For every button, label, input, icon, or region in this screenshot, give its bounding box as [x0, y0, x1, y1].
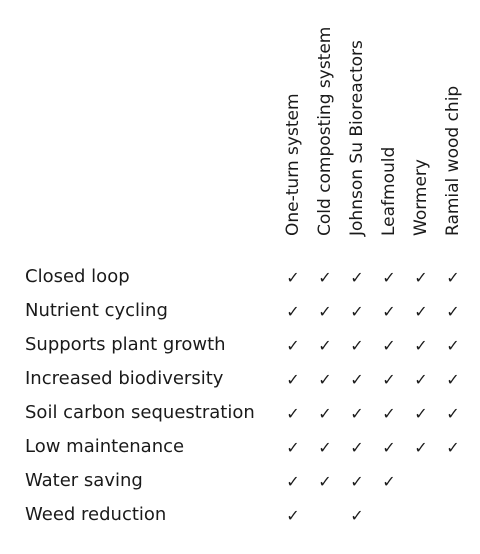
- check-icon: ✓: [382, 302, 396, 321]
- column-header-label: Wormery: [411, 159, 431, 236]
- row-label: Weed reduction: [25, 504, 167, 525]
- check-icon: ✓: [318, 370, 332, 389]
- check-icon: ✓: [286, 404, 300, 423]
- check-icon: ✓: [350, 302, 364, 321]
- check-icon: ✓: [382, 404, 396, 423]
- column-header-label: Ramial wood chip: [443, 85, 463, 236]
- check-icon: ✓: [318, 336, 332, 355]
- column-header-cold-composting-system: Cold composting system: [309, 0, 341, 256]
- matrix-row-nutrient-cycling: Nutrient cycling ✓ ✓ ✓ ✓ ✓ ✓: [25, 294, 465, 328]
- column-header-johnson-su-bioreactors: Johnson Su Bioreactors: [341, 0, 373, 256]
- check-icon: ✓: [414, 268, 428, 287]
- check-icon: ✓: [414, 404, 428, 423]
- column-header-one-turn-system: One-turn system: [277, 0, 309, 256]
- check-icon: ✓: [382, 472, 396, 491]
- check-icon: ✓: [382, 438, 396, 457]
- empty-cell: [309, 498, 341, 532]
- check-icon: ✓: [318, 438, 332, 457]
- check-icon: ✓: [286, 472, 300, 491]
- check-icon: ✓: [318, 302, 332, 321]
- empty-cell: [437, 498, 469, 532]
- matrix-row-weed-reduction: Weed reduction ✓ ✓: [25, 498, 465, 532]
- matrix-row-closed-loop: Closed loop ✓ ✓ ✓ ✓ ✓ ✓: [25, 260, 465, 294]
- check-icon: ✓: [382, 268, 396, 287]
- check-icon: ✓: [446, 404, 460, 423]
- matrix-row-soil-carbon-sequestration: Soil carbon sequestration ✓ ✓ ✓ ✓ ✓ ✓: [25, 396, 465, 430]
- check-icon: ✓: [350, 404, 364, 423]
- empty-cell: [373, 498, 405, 532]
- check-icon: ✓: [286, 302, 300, 321]
- check-icon: ✓: [318, 268, 332, 287]
- check-icon: ✓: [286, 268, 300, 287]
- matrix-row-low-maintenance: Low maintenance ✓ ✓ ✓ ✓ ✓ ✓: [25, 430, 465, 464]
- check-icon: ✓: [350, 506, 364, 525]
- check-icon: ✓: [286, 370, 300, 389]
- check-icon: ✓: [446, 268, 460, 287]
- check-icon: ✓: [286, 438, 300, 457]
- check-icon: ✓: [350, 438, 364, 457]
- check-icon: ✓: [318, 472, 332, 491]
- column-header-wormery: Wormery: [405, 0, 437, 256]
- check-icon: ✓: [414, 336, 428, 355]
- row-label: Closed loop: [25, 266, 130, 287]
- row-label: Nutrient cycling: [25, 300, 168, 321]
- check-icon: ✓: [446, 302, 460, 321]
- check-icon: ✓: [286, 506, 300, 525]
- matrix-row-supports-plant-growth: Supports plant growth ✓ ✓ ✓ ✓ ✓ ✓: [25, 328, 465, 362]
- empty-cell: [405, 464, 437, 498]
- column-header-label: Johnson Su Bioreactors: [347, 40, 367, 236]
- column-header-label: Cold composting system: [315, 26, 335, 236]
- column-header-ramial-wood-chip: Ramial wood chip: [437, 0, 469, 256]
- check-icon: ✓: [414, 438, 428, 457]
- check-icon: ✓: [446, 336, 460, 355]
- matrix-row-increased-biodiversity: Increased biodiversity ✓ ✓ ✓ ✓ ✓ ✓: [25, 362, 465, 396]
- column-header-label: Leafmould: [379, 146, 399, 236]
- check-icon: ✓: [382, 370, 396, 389]
- check-icon: ✓: [414, 302, 428, 321]
- check-icon: ✓: [382, 336, 396, 355]
- check-icon: ✓: [350, 472, 364, 491]
- check-icon: ✓: [350, 268, 364, 287]
- check-icon: ✓: [446, 370, 460, 389]
- row-label: Soil carbon sequestration: [25, 402, 255, 423]
- row-label: Water saving: [25, 470, 143, 491]
- check-icon: ✓: [350, 370, 364, 389]
- empty-cell: [405, 498, 437, 532]
- check-icon: ✓: [414, 370, 428, 389]
- check-icon: ✓: [318, 404, 332, 423]
- row-label: Increased biodiversity: [25, 368, 224, 389]
- empty-cell: [437, 464, 469, 498]
- row-label: Low maintenance: [25, 436, 185, 457]
- matrix-row-water-saving: Water saving ✓ ✓ ✓ ✓: [25, 464, 465, 498]
- column-header-leafmould: Leafmould: [373, 0, 405, 256]
- check-icon: ✓: [446, 438, 460, 457]
- check-icon: ✓: [286, 336, 300, 355]
- row-label: Supports plant growth: [25, 334, 226, 355]
- column-header-label: One-turn system: [283, 93, 303, 236]
- check-icon: ✓: [350, 336, 364, 355]
